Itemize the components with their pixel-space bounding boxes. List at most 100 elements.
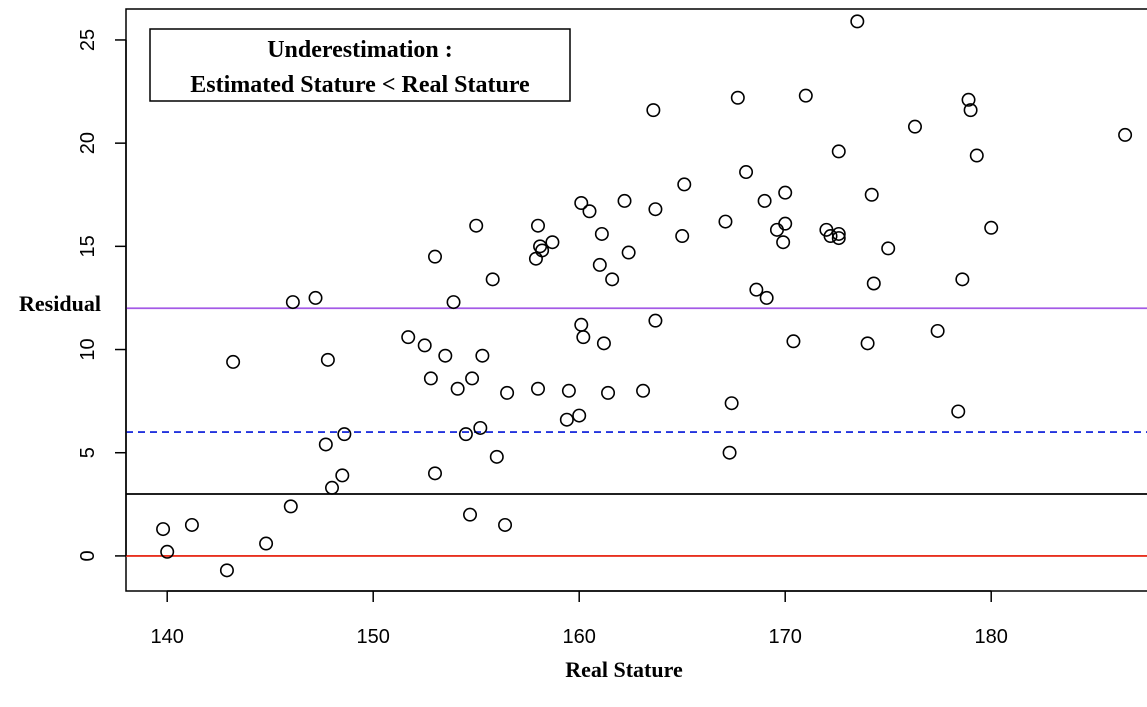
data-point-55 — [648, 202, 663, 217]
data-point-10 — [318, 437, 333, 452]
data-point-35 — [530, 381, 545, 396]
x-tick-label-170: 170 — [769, 626, 802, 648]
data-point-42 — [574, 317, 589, 332]
data-point-53 — [636, 383, 651, 398]
data-point-66 — [759, 290, 774, 305]
data-point-24 — [463, 507, 478, 522]
data-point-26 — [469, 218, 484, 233]
data-point-79 — [860, 336, 875, 351]
data-point-56 — [648, 313, 663, 328]
x-axis-title: Real Stature — [565, 657, 683, 682]
x-axis: 140 150 160 170 180 — [151, 590, 1008, 648]
legend-line-1: Underestimation : — [267, 37, 453, 63]
y-tick-label-20: 20 — [77, 132, 99, 154]
data-point-37 — [535, 243, 550, 258]
data-point-74 — [823, 229, 838, 244]
legend-line-2: Estimated Stature < Real Stature — [190, 72, 530, 98]
data-point-5 — [226, 354, 241, 369]
data-point-44 — [576, 330, 591, 345]
data-point-17 — [423, 371, 438, 386]
data-point-72 — [798, 88, 813, 103]
data-point-21 — [446, 295, 461, 310]
data-point-2 — [160, 544, 175, 559]
data-point-84 — [930, 323, 945, 338]
data-point-61 — [724, 396, 739, 411]
data-point-25 — [465, 371, 480, 386]
data-point-69 — [778, 216, 793, 231]
data-point-12 — [324, 480, 339, 495]
y-axis: 0 5 10 15 20 25 — [77, 29, 127, 561]
legend-box: Underestimation : Estimated Stature < Re… — [149, 28, 571, 102]
y-tick-label-25: 25 — [77, 29, 99, 51]
data-point-48 — [596, 336, 611, 351]
data-point-1 — [156, 522, 171, 537]
reference-lines — [126, 307, 1147, 557]
data-point-38 — [545, 235, 560, 250]
data-point-27 — [473, 420, 488, 435]
data-point-58 — [677, 177, 692, 192]
data-point-30 — [489, 449, 504, 464]
data-point-49 — [601, 385, 616, 400]
data-point-15 — [401, 330, 416, 345]
data-point-78 — [850, 14, 865, 29]
data-point-23 — [458, 427, 473, 442]
data-point-57 — [675, 229, 690, 244]
data-point-39 — [559, 412, 574, 427]
data-point-82 — [881, 241, 896, 256]
data-point-62 — [730, 90, 745, 105]
x-tick-label-160: 160 — [563, 626, 596, 648]
x-tick-label-140: 140 — [151, 626, 184, 648]
data-point-70 — [778, 185, 793, 200]
data-point-64 — [749, 282, 764, 297]
data-point-90 — [984, 220, 999, 235]
data-point-7 — [283, 499, 298, 514]
data-point-11 — [320, 352, 335, 367]
y-axis-title: Residual — [19, 291, 101, 316]
data-point-59 — [718, 214, 733, 229]
data-point-75 — [831, 226, 846, 241]
data-point-76 — [831, 231, 846, 246]
data-point-91 — [1118, 127, 1133, 142]
data-point-80 — [864, 187, 879, 202]
data-point-6 — [259, 536, 274, 551]
data-point-47 — [594, 226, 609, 241]
x-tick-label-150: 150 — [357, 626, 390, 648]
data-point-16 — [417, 338, 432, 353]
y-tick-label-5: 5 — [77, 447, 99, 458]
data-point-29 — [485, 272, 500, 287]
data-point-68 — [776, 235, 791, 250]
data-point-86 — [955, 272, 970, 287]
data-point-87 — [961, 92, 976, 107]
data-point-34 — [530, 218, 545, 233]
y-tick-label-0: 0 — [77, 550, 99, 561]
data-point-67 — [769, 222, 784, 237]
data-point-19 — [427, 249, 442, 264]
data-point-46 — [592, 257, 607, 272]
data-point-18 — [427, 466, 442, 481]
data-point-40 — [561, 383, 576, 398]
data-points — [156, 14, 1133, 578]
legend-frame — [149, 28, 571, 102]
data-point-3 — [184, 517, 199, 532]
data-point-60 — [722, 445, 737, 460]
data-point-20 — [438, 348, 453, 363]
data-point-83 — [907, 119, 922, 134]
data-point-50 — [605, 272, 620, 287]
data-point-8 — [285, 295, 300, 310]
x-tick-label-180: 180 — [975, 626, 1008, 648]
data-point-43 — [574, 196, 589, 211]
data-point-77 — [831, 144, 846, 159]
data-point-22 — [450, 381, 465, 396]
data-point-41 — [572, 408, 587, 423]
data-point-4 — [219, 563, 234, 578]
data-point-54 — [646, 103, 661, 118]
data-point-52 — [621, 245, 636, 260]
data-point-9 — [308, 290, 323, 305]
y-tick-label-10: 10 — [77, 338, 99, 360]
data-point-32 — [500, 385, 515, 400]
data-point-13 — [335, 468, 350, 483]
data-point-14 — [337, 427, 352, 442]
data-point-31 — [498, 517, 513, 532]
data-point-85 — [951, 404, 966, 419]
